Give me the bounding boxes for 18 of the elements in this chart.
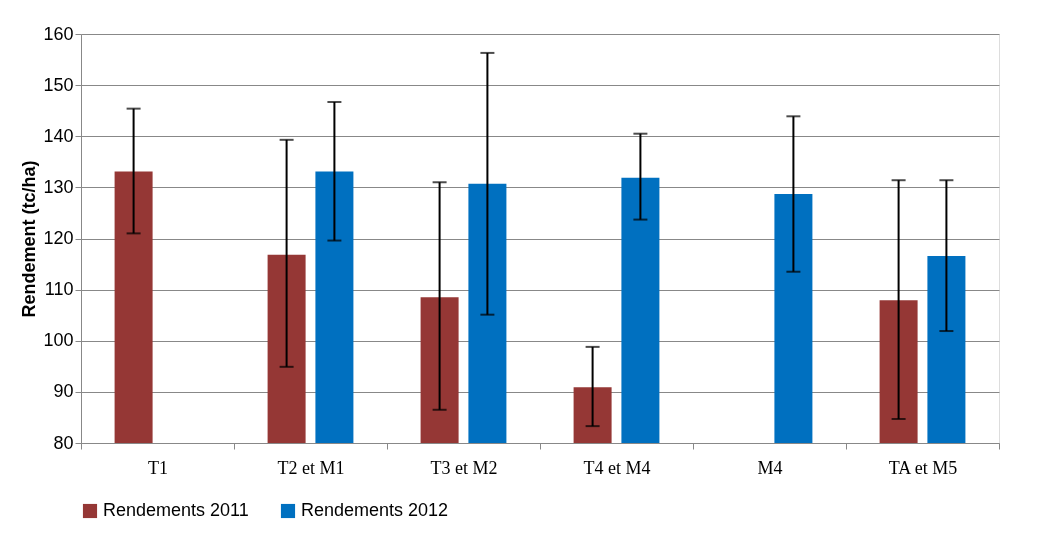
x-tick-label: T1 (148, 457, 168, 478)
y-tick-label: 100 (43, 330, 74, 351)
y-tick-label: 130 (43, 176, 74, 197)
y-tick-label: 80 (53, 432, 74, 453)
y-axis-title: Rendement (tc/ha) (19, 160, 40, 318)
x-tick-label: TA et M5 (888, 457, 958, 478)
x-tick-label: T4 et M4 (583, 457, 651, 478)
y-tick-label: 90 (53, 381, 74, 402)
legend-label: Rendements 2012 (301, 500, 449, 520)
legend-label: Rendements 2011 (103, 500, 249, 520)
x-tick-label: T2 et M1 (277, 457, 345, 478)
x-tick-label: T3 et M2 (430, 457, 498, 478)
y-tick-label: 140 (43, 125, 74, 146)
y-tick-label: 160 (43, 23, 74, 44)
y-tick-label: 150 (43, 74, 74, 95)
y-tick-label: 110 (44, 279, 74, 300)
x-tick-label: M4 (757, 457, 783, 478)
y-tick-label: 120 (43, 228, 74, 248)
